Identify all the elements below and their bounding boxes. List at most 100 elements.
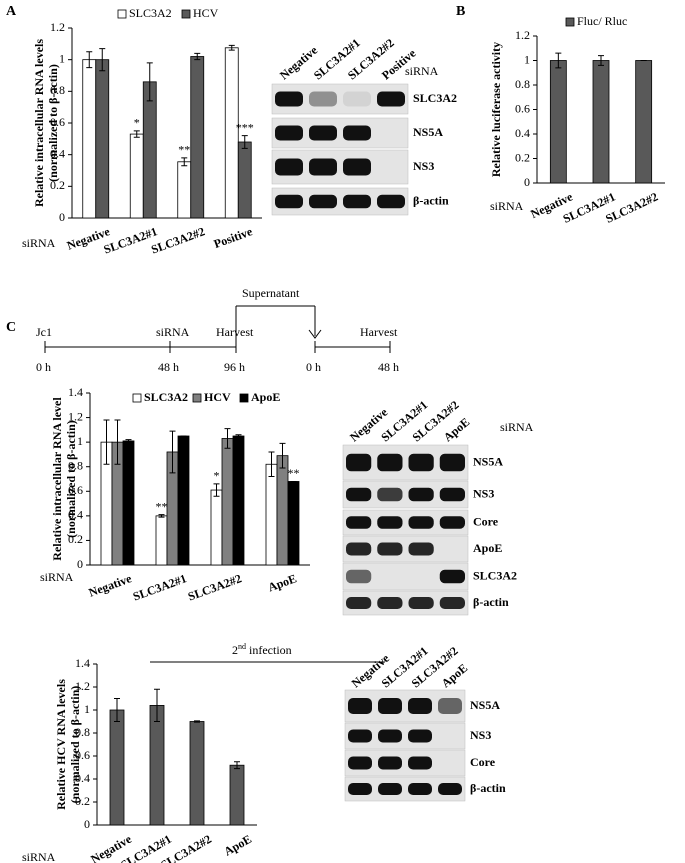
y-axis-label: Relative intracellular RNA levels [32, 39, 46, 207]
error-bar [114, 419, 121, 465]
significance: * [214, 469, 220, 483]
row-label: NS3 [470, 728, 491, 742]
x-tick-label: Positive [212, 224, 255, 251]
error-bar [555, 52, 562, 69]
row-label: Core [473, 514, 499, 528]
bar [287, 481, 300, 566]
bar [82, 59, 97, 219]
row-label: β-actin [470, 781, 506, 795]
legend-label: Fluc/ Rluc [577, 14, 627, 28]
y-tick-label: 0.4 [515, 126, 530, 140]
bar [177, 161, 192, 219]
y-tick-label: 0 [84, 817, 90, 831]
blot-band [378, 783, 402, 795]
blot-band [408, 487, 434, 502]
y-tick-label: 0.4 [68, 508, 83, 522]
blot-band [408, 453, 434, 472]
panel-label: C [6, 320, 16, 335]
row-label: NS5A [470, 698, 500, 712]
legend-label: ApoE [251, 390, 280, 404]
panel-label: B [456, 4, 465, 19]
x-tick-label: SLC3A2#1 [131, 571, 188, 603]
blot-header: siRNA [405, 64, 439, 78]
blot-band [377, 597, 403, 609]
x-prefix: siRNA [490, 199, 524, 213]
row-label: NS3 [473, 486, 494, 500]
bar [129, 133, 144, 219]
bar [142, 81, 157, 219]
error-bar [146, 62, 153, 102]
blot-band [439, 597, 465, 609]
blot-band [378, 729, 402, 743]
blot-band [408, 516, 434, 529]
timeline-time: 96 h [224, 360, 245, 374]
blot-band [377, 542, 403, 556]
blot-band [348, 756, 372, 770]
blot-band [439, 516, 465, 529]
y-axis-label: (normalized to β-actin) [64, 420, 78, 538]
blot-band [439, 487, 465, 502]
legend-swatch [132, 393, 142, 403]
blot-header: siRNA [500, 420, 534, 434]
blot-band [438, 698, 462, 714]
blot-band [377, 487, 403, 502]
bar [237, 141, 252, 219]
y-tick-label: 0.8 [75, 725, 90, 739]
blot-band [343, 158, 371, 176]
bar [276, 455, 289, 566]
y-tick-label: 1.2 [75, 679, 90, 693]
y-tick-label: 1.2 [515, 28, 530, 42]
blot-band [343, 91, 371, 107]
row-label: β-actin [413, 193, 449, 207]
y-axis-label: Relative intracellular RNA level [50, 397, 64, 561]
blot-band [346, 453, 372, 472]
timeline-event: Harvest [360, 325, 398, 339]
blot-band [343, 125, 371, 141]
error-bar [213, 483, 220, 497]
annotation-text: infection [249, 643, 292, 657]
bar [190, 56, 205, 219]
blot-band [348, 783, 372, 795]
blot-band [348, 729, 372, 743]
error-bar [181, 157, 188, 167]
x-prefix: siRNA [40, 570, 74, 584]
error-bar [103, 419, 110, 465]
timeline-transfer: Supernatant [242, 286, 300, 300]
blot-band [377, 516, 403, 529]
timeline-time: 48 h [378, 360, 399, 374]
significance: ** [156, 499, 168, 513]
y-tick-label: 1.4 [75, 656, 90, 670]
significance: *** [236, 120, 254, 134]
error-bar [241, 135, 248, 149]
blot-band [378, 698, 402, 714]
x-tick-label: SLC3A2#1 [102, 224, 159, 256]
blot-band [346, 569, 372, 584]
annotation-suffix: nd [238, 642, 246, 651]
legend-swatch [117, 9, 127, 19]
error-bar [268, 451, 275, 478]
timeline-time: 0 h [36, 360, 51, 374]
y-tick-label: 1 [524, 52, 530, 66]
y-tick-label: 0.8 [68, 458, 83, 472]
significance: * [134, 116, 140, 130]
error-bar [86, 51, 93, 69]
blot-band [377, 91, 405, 107]
blot-band [275, 158, 303, 176]
y-tick-label: 1.2 [68, 409, 83, 423]
error-bar [169, 430, 176, 474]
timeline-event: Jc1 [36, 325, 52, 339]
error-bar [133, 130, 140, 138]
row-label: SLC3A2 [473, 568, 517, 582]
panel-label: A [6, 4, 17, 19]
timeline-event: Harvest [216, 325, 254, 339]
blot-band [309, 91, 337, 107]
blot-band [408, 729, 432, 743]
row-label: SLC3A2 [413, 91, 457, 105]
y-axis-label: Relative luciferase activity [489, 42, 503, 177]
bar [95, 59, 110, 219]
row-label: Core [470, 755, 496, 769]
error-bar [99, 48, 106, 72]
timeline-time: 48 h [158, 360, 179, 374]
timeline-time: 0 h [306, 360, 321, 374]
row-label: β-actin [473, 595, 509, 609]
